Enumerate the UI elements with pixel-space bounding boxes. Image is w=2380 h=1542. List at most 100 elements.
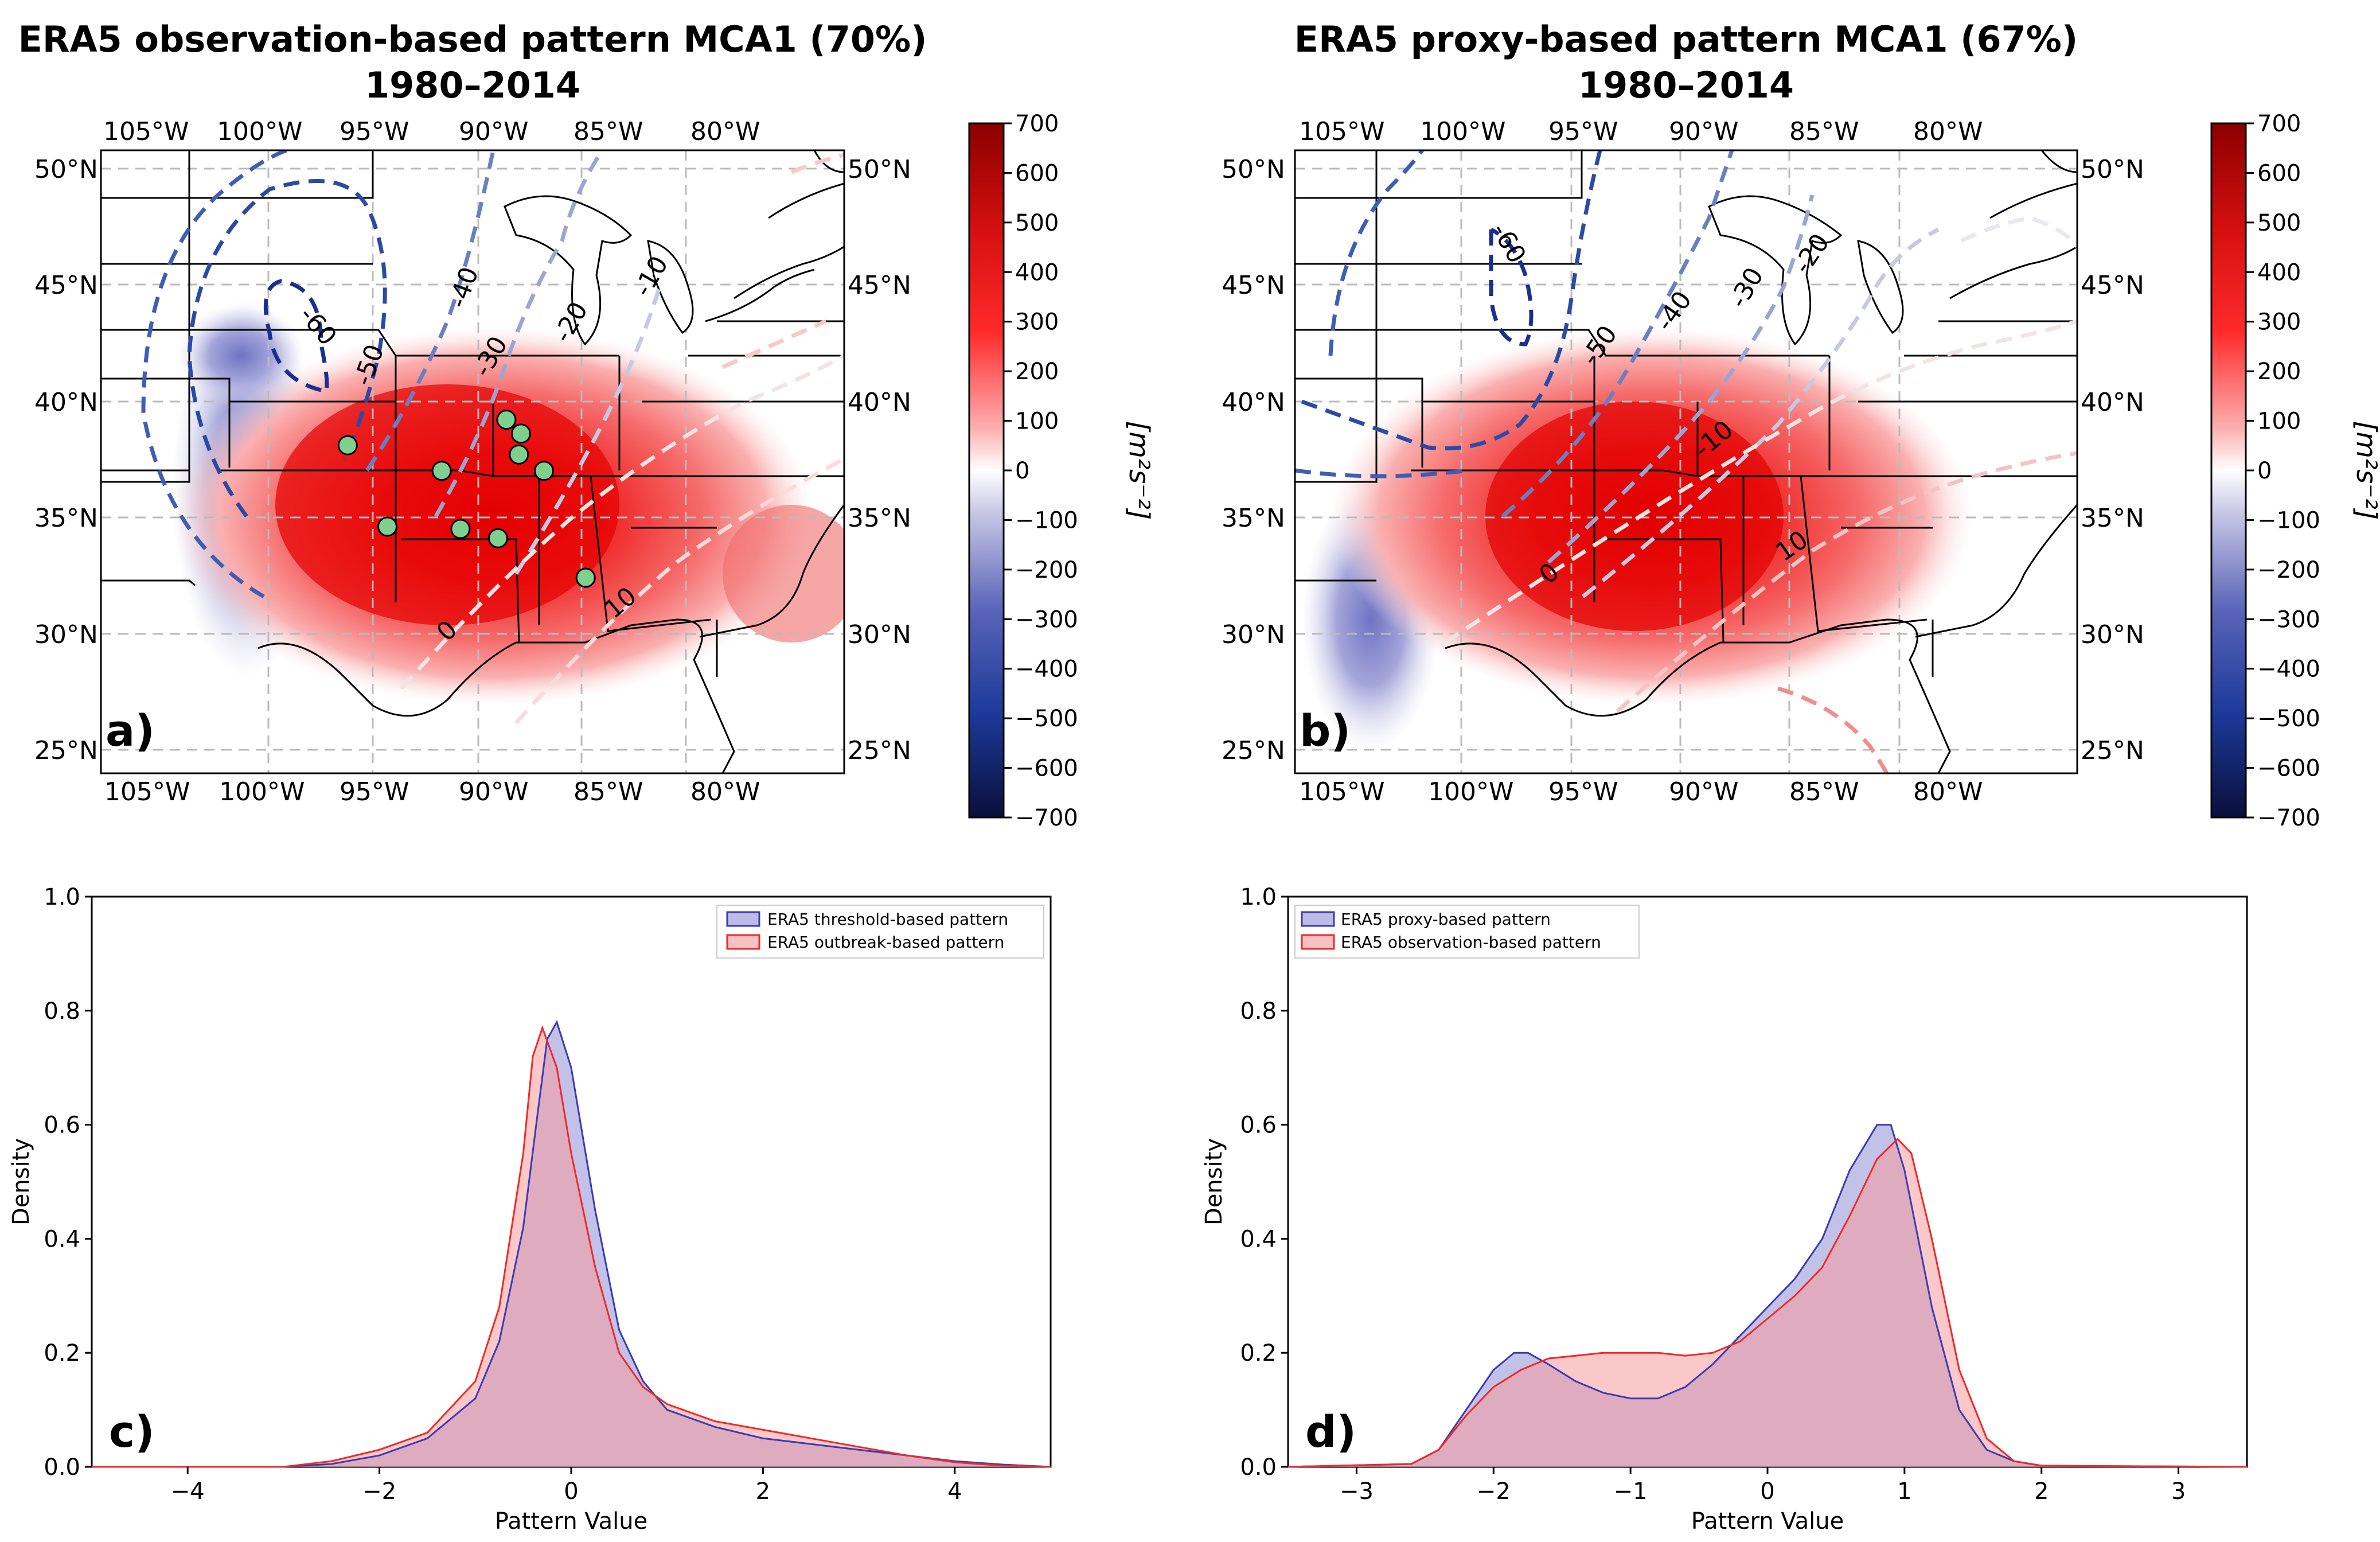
- observation-marker: [496, 410, 517, 430]
- canada-border: [733, 150, 844, 299]
- colorbar-gradient: [2210, 122, 2247, 819]
- great-lakes: [705, 268, 815, 322]
- lon-tick: 80°W: [1913, 777, 1983, 807]
- lon-tick: 90°W: [1669, 117, 1739, 146]
- colorbar-tick-label: −700: [1015, 805, 1078, 831]
- x-tick-label: −2: [362, 1478, 396, 1505]
- observation-marker: [509, 444, 529, 465]
- colorbar-tick-label: 0: [2257, 458, 2272, 484]
- x-tick-label: −4: [171, 1478, 205, 1505]
- colorbar-tick-label: −400: [1015, 656, 1078, 683]
- colorbar-tick-label: −300: [1015, 606, 1078, 633]
- lon-tick: 80°W: [690, 117, 760, 146]
- lat-tick: 45°N: [2081, 271, 2144, 300]
- y-tick-label: 0.2: [1240, 1340, 1277, 1366]
- density-line: [92, 1025, 1051, 1468]
- panel-d: −3 −2 −1 0 1 2 3 0.0 0.2 0.4 0.6 0.8 1.0 Pattern Val…: [1201, 884, 2248, 1535]
- lon-tick: 100°W: [1420, 117, 1506, 146]
- lat-tick: 25°N: [848, 736, 911, 765]
- lon-tick: 95°W: [1548, 117, 1618, 146]
- canada-border: [1949, 150, 2077, 299]
- colorbar-gradient: [968, 122, 1005, 819]
- colorbar-a: 700 600 500 400 300 200 100 0 −100 −200 −300 −400 −5…: [968, 111, 1155, 831]
- colorbar-unit: [m²s⁻²]: [1123, 420, 1155, 520]
- lon-tick: 95°W: [340, 117, 409, 146]
- lon-tick: 85°W: [1789, 777, 1859, 807]
- panel-d-ylabel: Density: [1201, 1138, 1227, 1225]
- y-tick-label: 1.0: [44, 884, 80, 910]
- density-area: [1288, 1139, 2247, 1467]
- lat-tick: 50°N: [2081, 155, 2144, 184]
- lat-tick: 25°N: [34, 736, 98, 765]
- great-lakes: [504, 195, 633, 346]
- lon-tick: 85°W: [1789, 117, 1859, 146]
- lat-tick: 40°N: [2081, 388, 2144, 417]
- panel-b-subtitle: 1980–2014: [1578, 64, 1794, 106]
- x-tick-label: 0: [564, 1478, 578, 1505]
- lon-tick: 85°W: [573, 777, 643, 807]
- lon-tick: 105°W: [103, 117, 189, 146]
- colorbar-ticks: 700 600 500 400 300 200 100 0 −100 −200 −300 −400 −5…: [2246, 111, 2320, 831]
- lat-tick: 50°N: [1222, 155, 1285, 184]
- lat-tick: 50°N: [34, 155, 98, 184]
- state-borders: [1295, 150, 2077, 677]
- colorbar-tick-label: 100: [2257, 408, 2301, 435]
- lat-tick: 45°N: [848, 271, 911, 300]
- lon-tick: 80°W: [690, 777, 760, 807]
- legend-label: ERA5 threshold-based pattern: [767, 910, 1008, 929]
- colorbar-tick-label: 600: [2257, 160, 2301, 186]
- colorbar-tick-label: −200: [2257, 557, 2320, 583]
- colorbar-tick-label: 100: [1015, 408, 1059, 435]
- panel-b: ERA5 proxy-based pattern MCA1 (67%) 1980…: [1222, 18, 2144, 807]
- x-tick-label: 2: [756, 1478, 770, 1505]
- colorbar-tick-label: −300: [2257, 606, 2320, 633]
- lat-tick: 45°N: [34, 271, 98, 300]
- observation-marker: [377, 516, 397, 537]
- colorbar-tick-label: 500: [2257, 210, 2301, 236]
- colorbar-tick-label: 400: [2257, 259, 2301, 286]
- panel-a-map: -60 -50 -40 -30 -20 -10 0 10: [101, 150, 844, 773]
- panel-c-xlabel: Pattern Value: [495, 1508, 647, 1535]
- colorbar-tick-label: 200: [2257, 359, 2301, 385]
- positive-anomaly-region: [275, 384, 619, 625]
- observation-markers: [337, 410, 596, 588]
- y-tick-label: 0.0: [44, 1454, 80, 1481]
- x-tick-label: 0: [1760, 1478, 1774, 1505]
- observation-marker: [575, 567, 596, 588]
- observation-marker: [337, 435, 358, 455]
- colorbar-tick-label: −500: [1015, 706, 1078, 732]
- legend-swatch: [1301, 934, 1335, 950]
- colorbar-tick-label: −500: [2257, 706, 2320, 732]
- density-line: [92, 1019, 1051, 1468]
- panel-b-title: ERA5 proxy-based pattern MCA1 (67%): [1294, 18, 2078, 60]
- panel-a-frame: [100, 149, 845, 774]
- lat-tick: 50°N: [848, 155, 911, 184]
- lon-tick: 95°W: [340, 777, 409, 807]
- density-area: [92, 1027, 1051, 1467]
- great-lakes: [647, 240, 694, 334]
- x-tick-label: −2: [1477, 1478, 1511, 1505]
- colorbar-unit: [m²s⁻²]: [2350, 420, 2380, 520]
- great-lakes: [1857, 240, 1904, 334]
- legend-swatch: [726, 911, 760, 927]
- colorbar-tick-label: 600: [1015, 160, 1059, 186]
- colorbar-tick-label: 700: [1015, 111, 1059, 137]
- lon-tick: 80°W: [1913, 117, 1983, 146]
- density-line: [1287, 1138, 2248, 1468]
- legend-swatch: [1301, 911, 1335, 927]
- lat-tick: 30°N: [1222, 620, 1285, 649]
- colorbar-ticks: 700 600 500 400 300 200 100 0 −100 −200 −300 −400 −5…: [1004, 111, 1078, 831]
- x-tick-label: 2: [2034, 1478, 2049, 1505]
- lat-tick: 25°N: [2081, 736, 2144, 765]
- lon-tick: 105°W: [104, 777, 190, 807]
- panel-a-lat-ticks-left: 50°N 45°N 40°N 35°N 30°N 25°N: [34, 155, 98, 765]
- y-tick-label: 0.6: [1240, 1112, 1277, 1139]
- lon-tick: 95°W: [1548, 777, 1618, 807]
- colorbar-tick-label: 0: [1015, 458, 1029, 484]
- x-tick-label: −3: [1340, 1478, 1374, 1505]
- y-tick-label: 0.0: [1240, 1454, 1277, 1481]
- panel-c-ticks: −4 −2 0 2 4 0.0 0.2 0.4 0.6 0.8 1.0: [44, 884, 962, 1505]
- observation-marker: [450, 519, 471, 539]
- colorbar-tick-label: −100: [1015, 507, 1078, 534]
- panel-d-ticks: −3 −2 −1 0 1 2 3 0.0 0.2 0.4 0.6 0.8 1.0: [1240, 884, 2186, 1505]
